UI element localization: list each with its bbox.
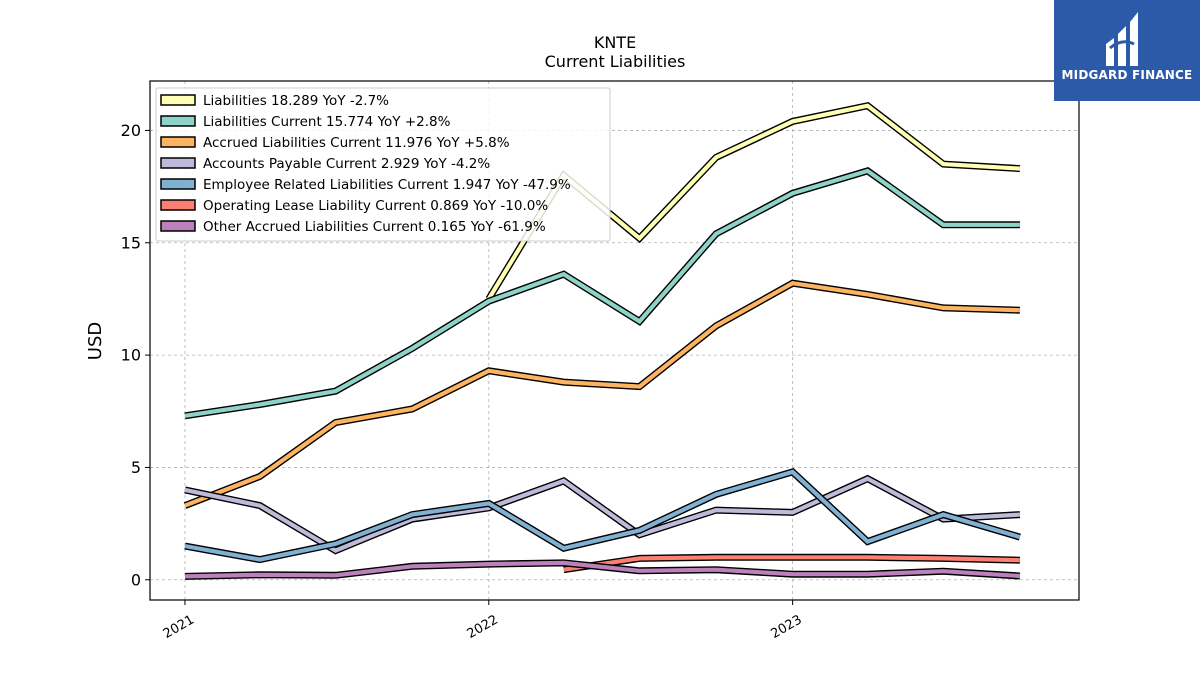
series-stroke (184, 469, 1021, 562)
series-2-line (184, 167, 1020, 420)
series-outline (184, 467, 1021, 564)
legend-label: Other Accrued Liabilities Current 0.165 … (203, 219, 546, 235)
y-axis: 0 5 10 15 20 (121, 121, 150, 589)
series-stroke (184, 168, 1020, 418)
series-stroke (184, 560, 1021, 579)
series-6-line (563, 553, 1020, 574)
legend-label: Operating Lease Liability Current 0.869 … (203, 198, 548, 214)
series-5-line (184, 467, 1021, 564)
x-tick-label: 2021 (161, 612, 197, 642)
y-tick-label: 5 (131, 458, 141, 477)
logo-text: MIDGARD FINANCE (1061, 68, 1193, 82)
chart-subtitle: Current Liabilities (545, 52, 686, 71)
midgard-logo-icon (1106, 12, 1138, 66)
legend-swatch (160, 136, 196, 148)
y-tick-label: 15 (121, 233, 141, 252)
legend-swatch (160, 178, 196, 190)
brand-logo: MIDGARD FINANCE (1054, 0, 1200, 101)
plot-frame (149, 80, 1080, 601)
x-tick-label: 2022 (465, 612, 501, 642)
series-3-line (183, 279, 1021, 509)
legend-swatch (160, 199, 196, 211)
y-axis-label: USD (85, 322, 106, 360)
y-tick-label: 0 (131, 570, 141, 589)
y-tick-label: 20 (121, 121, 141, 140)
legend-swatch (160, 220, 196, 232)
series-lines (183, 101, 1021, 580)
chart-title: KNTE (594, 33, 636, 52)
legend-box (155, 87, 611, 242)
series-stroke (184, 281, 1020, 508)
legend-swatch (160, 157, 196, 169)
y-tick-label: 10 (121, 346, 141, 365)
legend-label: Accrued Liabilities Current 11.976 YoY +… (203, 135, 510, 151)
legend-label: Employee Related Liabilities Current 1.9… (203, 177, 571, 193)
legend: Liabilities 18.289 YoY -2.7% Liabilities … (155, 87, 611, 242)
x-tick-label: 2023 (768, 612, 804, 642)
x-axis: 2021 2022 2023 (161, 600, 805, 642)
series-7-line (184, 559, 1021, 580)
legend-label: Accounts Payable Current 2.929 YoY -4.2% (203, 156, 490, 172)
series-stroke (563, 555, 1020, 572)
legend-label: Liabilities 18.289 YoY -2.7% (203, 93, 389, 109)
legend-swatch (160, 115, 196, 127)
legend-label: Liabilities Current 15.774 YoY +2.8% (203, 114, 451, 130)
legend-swatch (160, 94, 196, 106)
